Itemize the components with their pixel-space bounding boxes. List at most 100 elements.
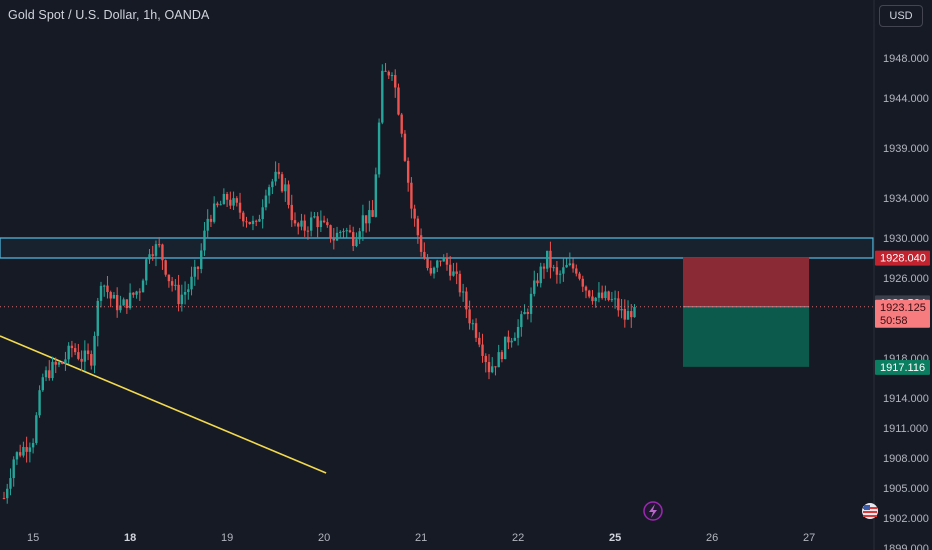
candle[interactable] <box>61 361 64 365</box>
candle[interactable] <box>468 300 471 330</box>
candle[interactable] <box>145 258 148 285</box>
candle[interactable] <box>429 260 432 276</box>
candle[interactable] <box>588 289 591 299</box>
candle[interactable] <box>455 262 458 285</box>
candle[interactable] <box>604 285 607 301</box>
candle[interactable] <box>2 491 6 500</box>
candle[interactable] <box>64 351 67 371</box>
candle[interactable] <box>555 261 559 284</box>
candle[interactable] <box>6 483 9 504</box>
candle[interactable] <box>478 332 481 348</box>
candle[interactable] <box>416 215 420 244</box>
candle[interactable] <box>44 366 48 382</box>
candle[interactable] <box>190 266 193 296</box>
candle[interactable] <box>141 278 145 293</box>
candle[interactable] <box>442 254 445 262</box>
candle[interactable] <box>500 350 504 363</box>
candle[interactable] <box>216 201 219 208</box>
candle[interactable] <box>193 259 196 286</box>
candle[interactable] <box>203 222 206 256</box>
candle[interactable] <box>287 180 290 209</box>
candle[interactable] <box>581 275 584 293</box>
candle[interactable] <box>432 266 436 279</box>
candle[interactable] <box>261 199 264 229</box>
candle[interactable] <box>484 353 487 373</box>
candle[interactable] <box>322 215 326 224</box>
trendline[interactable] <box>0 335 327 474</box>
candle[interactable] <box>571 258 575 273</box>
candle[interactable] <box>542 263 546 279</box>
candle[interactable] <box>339 230 342 239</box>
candle[interactable] <box>552 264 555 272</box>
candle[interactable] <box>449 256 452 281</box>
currency-button[interactable]: USD <box>879 5 923 27</box>
price-badge-stop[interactable]: 1928.040 <box>875 250 930 266</box>
candle[interactable] <box>491 357 494 374</box>
candle[interactable] <box>229 191 232 209</box>
candle[interactable] <box>355 232 358 248</box>
candle[interactable] <box>277 162 281 179</box>
candle[interactable] <box>77 343 80 361</box>
candle[interactable] <box>83 340 87 372</box>
candle[interactable] <box>368 200 371 232</box>
candle[interactable] <box>73 343 77 356</box>
candle[interactable] <box>67 342 70 365</box>
candle[interactable] <box>419 228 423 257</box>
candle[interactable] <box>630 304 633 328</box>
candle[interactable] <box>503 336 507 360</box>
candle[interactable] <box>115 287 119 318</box>
candle[interactable] <box>620 299 623 319</box>
candle[interactable] <box>387 70 390 79</box>
candle[interactable] <box>329 224 332 243</box>
candle[interactable] <box>471 319 475 331</box>
candle[interactable] <box>122 297 125 306</box>
candle[interactable] <box>200 243 203 274</box>
candle[interactable] <box>558 270 562 284</box>
candle[interactable] <box>335 226 339 242</box>
candle[interactable] <box>151 245 154 261</box>
price-badge-target[interactable]: 1917.116 <box>875 359 930 375</box>
candle[interactable] <box>99 281 103 308</box>
candle[interactable] <box>303 214 306 237</box>
candle[interactable] <box>465 287 468 319</box>
candle[interactable] <box>90 350 93 370</box>
candle[interactable] <box>384 63 387 72</box>
candle[interactable] <box>626 300 630 320</box>
candle[interactable] <box>617 291 620 317</box>
candle[interactable] <box>106 276 109 299</box>
candle[interactable] <box>148 248 151 264</box>
candle[interactable] <box>70 340 74 358</box>
candle[interactable] <box>358 227 361 245</box>
candle[interactable] <box>487 354 491 380</box>
candle[interactable] <box>445 252 449 271</box>
candle[interactable] <box>196 265 200 280</box>
candle[interactable] <box>526 308 529 320</box>
candle[interactable] <box>25 436 28 463</box>
candle[interactable] <box>364 215 368 233</box>
candle[interactable] <box>436 259 439 273</box>
candle[interactable] <box>316 212 319 238</box>
stop-loss-zone[interactable] <box>683 257 810 307</box>
candle[interactable] <box>610 291 614 303</box>
candle[interactable] <box>426 254 429 271</box>
candle[interactable] <box>164 259 167 277</box>
candle[interactable] <box>332 228 335 250</box>
candle[interactable] <box>28 442 32 463</box>
take-profit-zone[interactable] <box>683 306 810 367</box>
candle[interactable] <box>529 287 533 323</box>
candle[interactable] <box>549 241 552 279</box>
candle[interactable] <box>274 161 277 186</box>
candle[interactable] <box>235 196 238 207</box>
candle[interactable] <box>361 204 365 241</box>
candle[interactable] <box>381 64 384 125</box>
candle[interactable] <box>520 310 523 337</box>
candle[interactable] <box>377 118 381 178</box>
candle[interactable] <box>533 270 536 297</box>
candle[interactable] <box>565 258 568 268</box>
candle[interactable] <box>568 252 572 267</box>
candle[interactable] <box>93 331 96 374</box>
candle[interactable] <box>41 373 44 392</box>
candle[interactable] <box>225 191 229 208</box>
candle[interactable] <box>232 191 235 210</box>
